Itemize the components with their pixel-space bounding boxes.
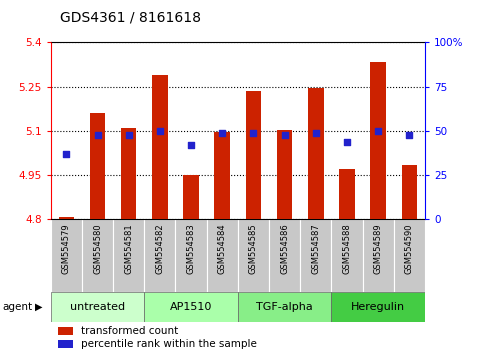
Bar [121,128,137,219]
Text: GSM554580: GSM554580 [93,223,102,274]
Bar [214,132,230,219]
Bar [402,165,417,219]
Bar [331,292,425,322]
Text: GSM554583: GSM554583 [186,223,196,274]
Bar [370,62,386,219]
Point [250,130,257,136]
Point [218,130,226,136]
Text: GSM554587: GSM554587 [312,223,320,274]
Point [94,132,101,137]
Text: GSM554586: GSM554586 [280,223,289,274]
Point [374,128,382,134]
Bar [152,75,168,219]
Bar [300,219,331,292]
Point [187,142,195,148]
Bar [58,217,74,219]
Point [406,132,413,137]
Bar [277,130,293,219]
Text: GSM554579: GSM554579 [62,223,71,274]
Text: GSM554590: GSM554590 [405,223,414,274]
Text: TGF-alpha: TGF-alpha [256,302,313,312]
Point [156,128,164,134]
Bar [144,219,175,292]
Bar [183,175,199,219]
Bar [58,340,73,348]
Bar [207,219,238,292]
Bar [113,219,144,292]
Text: untreated: untreated [70,302,125,312]
Bar [82,219,113,292]
Text: ▶: ▶ [35,302,43,312]
Point [62,151,70,157]
Bar [331,219,363,292]
Bar [58,327,73,335]
Text: GSM554582: GSM554582 [156,223,164,274]
Text: GSM554584: GSM554584 [218,223,227,274]
Point [125,132,132,137]
Point [281,132,288,137]
Bar [90,113,105,219]
Text: GDS4361 / 8161618: GDS4361 / 8161618 [60,11,201,25]
Bar [246,91,261,219]
Text: GSM554589: GSM554589 [374,223,383,274]
Text: Heregulin: Heregulin [351,302,405,312]
Bar [308,88,324,219]
Bar [238,219,269,292]
Text: GSM554588: GSM554588 [342,223,352,274]
Bar [51,292,144,322]
Bar [394,219,425,292]
Bar [175,219,207,292]
Text: AP1510: AP1510 [170,302,212,312]
Bar [238,292,331,322]
Text: GSM554585: GSM554585 [249,223,258,274]
Text: transformed count: transformed count [81,326,178,336]
Point [343,139,351,144]
Point [312,130,320,136]
Bar [51,219,82,292]
Text: agent: agent [2,302,32,312]
Bar [269,219,300,292]
Bar [144,292,238,322]
Text: percentile rank within the sample: percentile rank within the sample [81,339,256,349]
Bar [339,169,355,219]
Text: GSM554581: GSM554581 [124,223,133,274]
Bar [363,219,394,292]
